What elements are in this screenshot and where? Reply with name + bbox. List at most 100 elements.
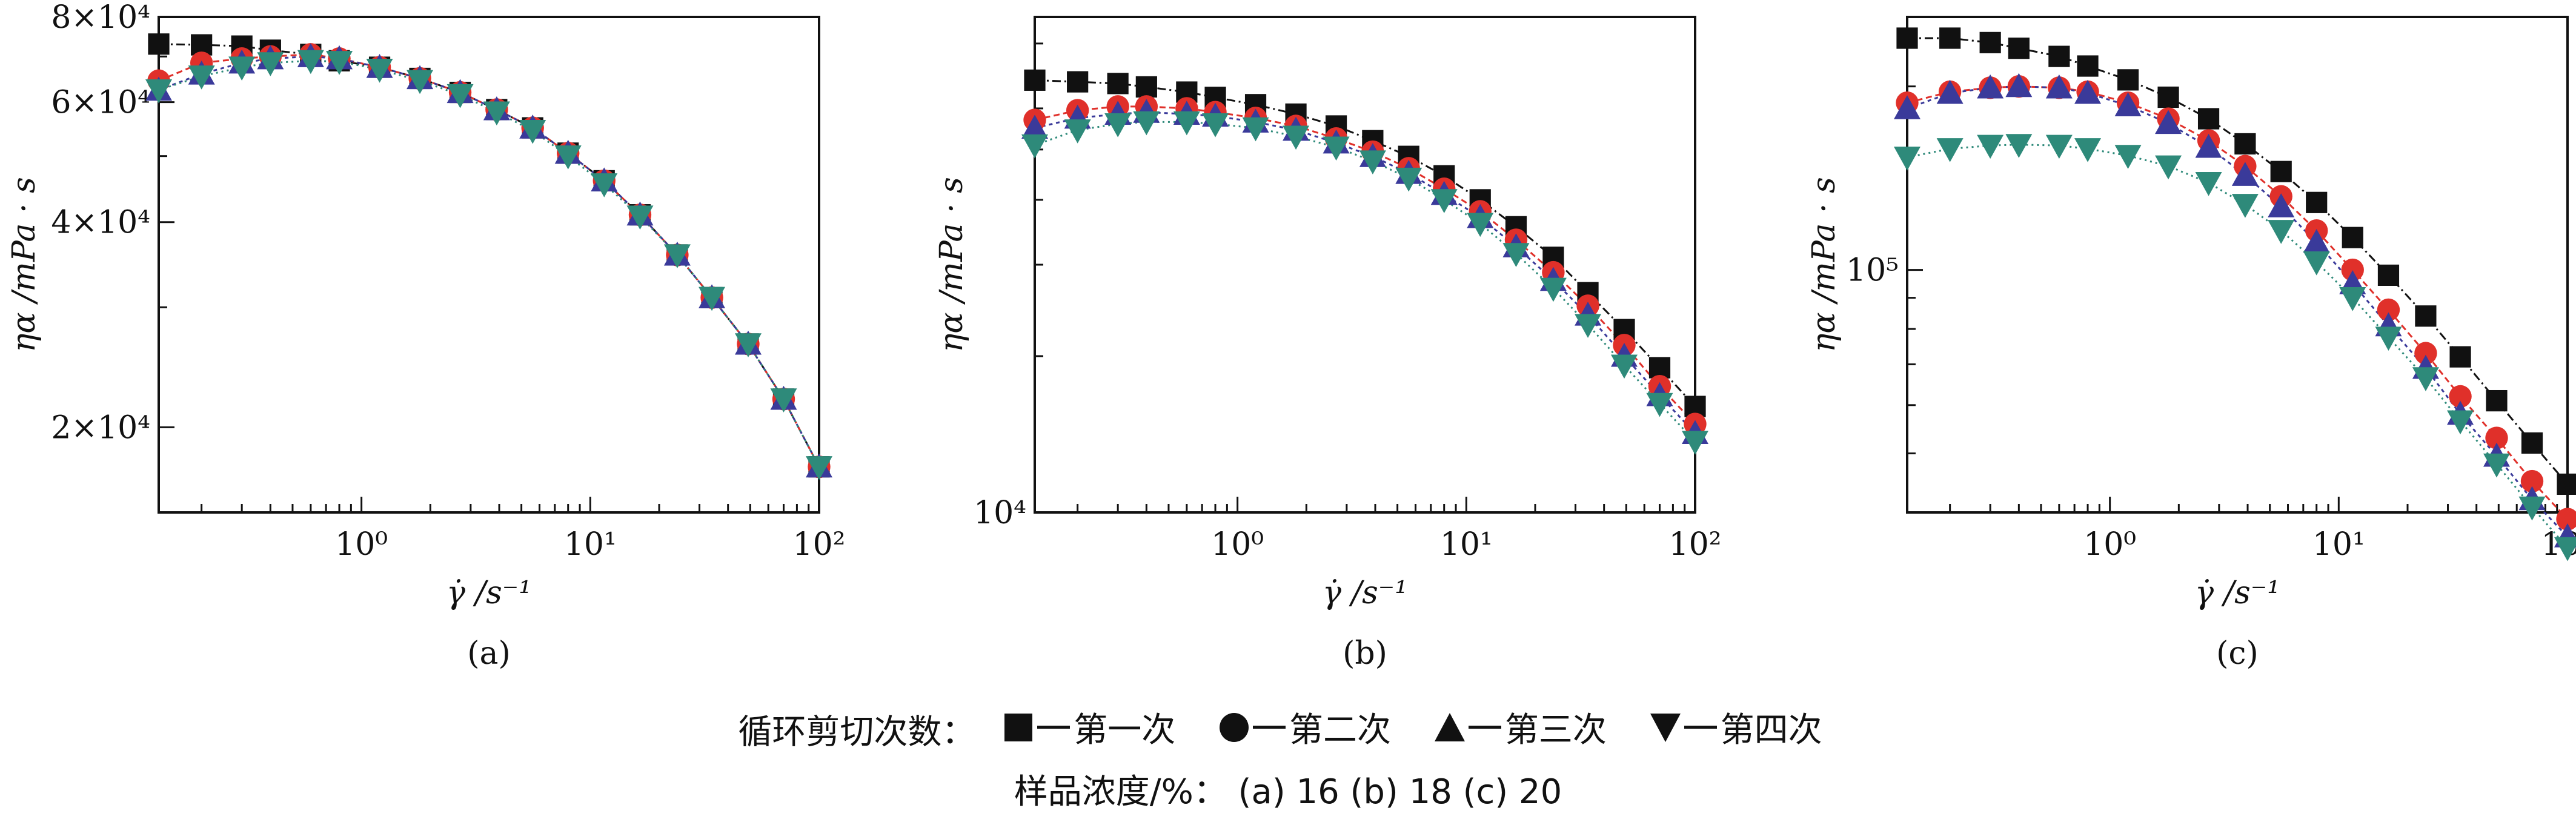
x-tick-label: 10¹ xyxy=(2312,526,2365,563)
circle-marker xyxy=(2556,508,2576,531)
x-tick-label: 10⁰ xyxy=(335,526,388,563)
legend-item-first: 第一次 xyxy=(1002,703,1175,752)
y-tick-label: 10⁵ xyxy=(1846,253,1899,289)
triangle-down-marker xyxy=(1104,113,1132,138)
legend-item-fourth: 第四次 xyxy=(1649,703,1822,752)
square-marker xyxy=(2117,69,2139,91)
x-axis-label: γ̇ /s⁻¹ xyxy=(1323,575,1407,611)
triangle-up-marker xyxy=(2155,110,2182,134)
circle-marker xyxy=(2520,469,2544,493)
square-marker xyxy=(2557,473,2576,495)
triangle-down-marker xyxy=(1395,167,1422,192)
square-marker xyxy=(2521,432,2543,454)
legend-label: 第一次 xyxy=(1074,711,1176,750)
square-marker xyxy=(1135,76,1157,98)
legend-title: 循环剪切次数： xyxy=(738,712,976,752)
panel-b: 10⁰ 10¹ 10² 10⁴ γ̇ /s⁻¹ ηα /mPa · s (b) xyxy=(934,16,1722,672)
x-axis-label: γ̇ /s⁻¹ xyxy=(446,575,531,611)
square-marker xyxy=(2415,305,2437,327)
legend-dash xyxy=(1684,726,1717,729)
legend-dash xyxy=(1037,726,1071,729)
triangle-down-marker xyxy=(1173,111,1200,136)
square-marker xyxy=(2234,133,2256,155)
triangle-up-marker xyxy=(2195,133,2222,158)
circle-marker xyxy=(2485,426,2508,449)
legend-dash xyxy=(1468,726,1501,729)
triangle-down-marker xyxy=(1977,134,2004,159)
triangle-down-marker xyxy=(519,119,546,144)
triangle-up-marker-icon xyxy=(1434,712,1465,741)
triangle-down-marker xyxy=(228,56,256,81)
square-marker xyxy=(2157,86,2179,108)
panel-label: (c) xyxy=(2216,635,2259,672)
triangle-down-marker xyxy=(1359,150,1386,174)
panel-c: 10⁰10¹10²10⁵γ̇ /s⁻¹ηα /mPa · s(c) xyxy=(1806,16,2576,672)
triangle-down-marker xyxy=(483,101,510,126)
square-marker xyxy=(2008,38,2030,59)
square-marker xyxy=(2306,191,2328,213)
triangle-down-marker xyxy=(1502,243,1530,267)
y-tick-label: 8×10⁴ xyxy=(51,0,150,36)
triangle-down-marker xyxy=(1539,277,1567,302)
triangle-down-marker xyxy=(326,51,353,75)
triangle-down-marker xyxy=(366,59,393,83)
triangle-down-marker xyxy=(2375,326,2402,351)
circle-marker xyxy=(2377,298,2400,322)
square-marker-icon xyxy=(1004,713,1033,741)
triangle-down-marker xyxy=(297,50,324,75)
legend: 循环剪切次数： 第一次 第二次 第三次 第四次 xyxy=(0,703,2576,754)
panel-label: (a) xyxy=(467,635,511,672)
series-line xyxy=(1034,79,1696,408)
y-tick-label: 10⁴ xyxy=(974,495,1026,531)
y-axis-label: ηα /mPa · s xyxy=(6,177,42,353)
triangle-down-marker xyxy=(699,287,726,311)
panel-a: 10⁰ 10¹ 10² 2×10⁴ 4×10⁴ 6×10⁴ 8×10⁴ γ̇ /s⁻¹ ηα /… xyxy=(6,0,846,672)
triangle-up-marker xyxy=(2268,193,2295,217)
series-line xyxy=(1034,121,1696,442)
triangle-down-marker xyxy=(446,84,474,108)
triangle-down-marker xyxy=(2554,537,2576,562)
triangle-down-marker xyxy=(1202,113,1229,138)
square-marker xyxy=(2048,45,2070,67)
triangle-down-marker xyxy=(554,145,582,170)
concentration-note: 样品浓度/%： (a) 16 (b) 18 (c) 20 xyxy=(1014,772,1562,812)
square-marker xyxy=(1896,27,1918,49)
square-marker xyxy=(1648,357,1671,379)
triangle-down-marker xyxy=(1064,119,1091,144)
y-axis-label: ηα /mPa · s xyxy=(934,177,970,353)
triangle-down-marker xyxy=(591,173,618,197)
triangle-down-marker xyxy=(145,79,172,104)
triangle-down-marker xyxy=(1682,431,1708,455)
triangle-up-marker xyxy=(2045,74,2073,99)
series-line xyxy=(158,59,820,468)
triangle-up-marker xyxy=(2231,162,2259,186)
circle-marker-icon xyxy=(1220,712,1249,742)
x-tick-label: 10² xyxy=(792,526,845,563)
square-marker xyxy=(2270,161,2292,182)
triangle-down-marker-icon xyxy=(1650,713,1681,742)
triangle-down-marker xyxy=(1242,117,1269,142)
triangle-down-marker xyxy=(2339,287,2366,311)
square-marker xyxy=(2197,108,2220,130)
panel-label: (b) xyxy=(1343,635,1387,672)
triangle-down-marker xyxy=(2518,496,2546,521)
x-axis-label: γ̇ /s⁻¹ xyxy=(2195,575,2280,611)
legend-item-second: 第二次 xyxy=(1218,703,1391,752)
triangle-down-marker xyxy=(2074,138,2102,162)
triangle-down-marker xyxy=(188,65,215,90)
triangle-down-marker xyxy=(663,244,691,268)
legend-item-third: 第三次 xyxy=(1433,703,1607,752)
triangle-down-marker xyxy=(2005,134,2033,158)
square-marker xyxy=(1939,27,1961,49)
square-marker xyxy=(148,33,170,55)
square-marker xyxy=(1067,71,1089,93)
circle-marker xyxy=(2414,342,2437,365)
square-marker xyxy=(2449,346,2471,368)
triangle-down-marker xyxy=(1467,213,1494,237)
legend-label: 第二次 xyxy=(1289,711,1391,750)
triangle-down-marker xyxy=(2483,453,2510,478)
triangle-down-marker xyxy=(1021,134,1048,159)
triangle-down-marker xyxy=(2303,251,2330,276)
square-marker xyxy=(2377,264,2400,286)
y-tick-label: 6×10⁴ xyxy=(51,85,150,121)
